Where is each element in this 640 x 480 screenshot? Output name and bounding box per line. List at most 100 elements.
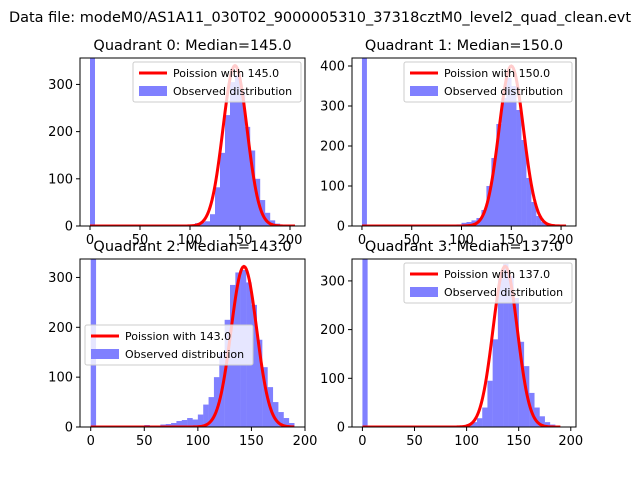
- axes-frame: [351, 57, 577, 227]
- x-tick-label: 150: [228, 233, 253, 248]
- legend: Poission with 145.0 Observed distribution: [132, 61, 302, 103]
- histogram-bar: [197, 414, 204, 427]
- legend-box: [403, 61, 573, 103]
- histogram-bar: [492, 339, 499, 427]
- legend-box: [403, 262, 573, 304]
- legend-observed-swatch: [91, 349, 119, 359]
- plot-area: [90, 58, 295, 226]
- x-tick-label: 50: [136, 434, 153, 449]
- x-tick-label: 50: [403, 233, 420, 248]
- legend-box: [132, 61, 302, 103]
- histogram-bar: [503, 263, 509, 427]
- x-tick-label: 50: [406, 434, 423, 449]
- y-tick-label: 100: [320, 372, 345, 387]
- y-tick-label: 100: [48, 172, 73, 187]
- legend: Poission with 137.0 Observed distribution: [403, 262, 573, 304]
- histogram-bar: [213, 377, 220, 427]
- histogram-bar: [203, 404, 209, 427]
- x-tick-label: 100: [185, 434, 210, 449]
- x-tick-label: 100: [178, 233, 203, 248]
- histogram-bar: [171, 423, 177, 427]
- legend-observed-label: Observed distribution: [125, 348, 244, 361]
- histogram-bar: [187, 418, 193, 427]
- histogram-bar: [230, 82, 236, 226]
- histogram-bar: [225, 115, 231, 226]
- histogram-bar: [518, 341, 525, 427]
- histogram-bar: [471, 422, 478, 427]
- subplot-quadrant-2: 0 50 100 150 200 0 100 200 300 Quadrant 2: Median…: [48, 239, 317, 449]
- y-tick-label: 300: [48, 78, 73, 93]
- x-tick-label: 0: [358, 233, 366, 248]
- histogram-bar: [176, 421, 182, 427]
- histogram-bar: [534, 407, 540, 427]
- histogram-bar: [245, 126, 251, 226]
- histogram-bar: [482, 407, 488, 427]
- histogram-bar: [496, 124, 502, 226]
- histogram-bar: [466, 222, 472, 226]
- x-tick-label: 0: [87, 434, 95, 449]
- subplot-quadrant-1: 0 50 100 150 200 0 100 200 300 400 Quadrant 1: Med…: [320, 38, 577, 248]
- histogram-bar: [501, 98, 507, 226]
- legend-fit-label: Poission with 143.0: [125, 330, 231, 343]
- legend-observed-swatch: [410, 86, 438, 96]
- axes-frame: [79, 57, 306, 227]
- y-tick-label: 200: [320, 323, 345, 338]
- legend-fit-label: Poission with 145.0: [173, 67, 279, 80]
- histogram-bar: [278, 412, 284, 427]
- histogram-bar: [513, 297, 519, 427]
- x-tick-label: 200: [558, 434, 583, 449]
- histogram-bar: [270, 220, 276, 226]
- y-tick-label: 200: [48, 125, 73, 140]
- x-tick-label: 0: [358, 434, 366, 449]
- y-tick-label: 0: [65, 421, 73, 436]
- histogram-bar: [181, 420, 188, 427]
- histogram-bar: [531, 202, 537, 226]
- y-tick-label: 0: [337, 421, 345, 436]
- histogram-bar: [283, 418, 290, 427]
- subplot-title: Quadrant 0: Median=145.0: [93, 38, 291, 54]
- histogram-bar: [461, 222, 467, 226]
- histogram-bar: [215, 187, 221, 226]
- x-tick-label: 150: [499, 233, 524, 248]
- y-tick-label: 100: [320, 180, 345, 195]
- histogram-bar: [208, 397, 215, 427]
- histogram-bar: [205, 221, 211, 226]
- histogram-bar: [265, 212, 271, 226]
- legend-observed-label: Observed distribution: [444, 85, 563, 98]
- legend-fit-label: Poission with 137.0: [444, 268, 550, 281]
- histogram-bar: [511, 86, 517, 226]
- y-tick-label: 300: [320, 274, 345, 289]
- x-tick-label: 200: [293, 434, 318, 449]
- histogram-bar: [526, 178, 532, 226]
- x-tick-label: 0: [86, 233, 94, 248]
- histogram-bar: [192, 419, 199, 427]
- x-tick-label: 100: [449, 233, 474, 248]
- y-tick-label: 300: [48, 271, 73, 286]
- histogram-bar: [521, 140, 527, 226]
- histogram-bar: [487, 380, 493, 427]
- y-tick-label: 300: [320, 100, 345, 115]
- subplot-title: Quadrant 1: Median=150.0: [365, 38, 563, 54]
- legend-observed-swatch: [139, 86, 167, 96]
- x-tick-label: 150: [506, 434, 531, 449]
- histogram-bar: [200, 222, 206, 226]
- x-tick-label: 200: [278, 233, 303, 248]
- axes-frame: [79, 258, 306, 428]
- histogram-bar: [481, 210, 487, 226]
- histogram-bar: [235, 74, 241, 226]
- histogram-bar: [541, 222, 547, 226]
- x-tick-label: 150: [239, 434, 264, 449]
- histogram-bar: [224, 319, 231, 427]
- figure-title: Data file: modeM0/AS1A11_030T02_90000053…: [9, 10, 631, 26]
- histogram-bar: [486, 186, 492, 226]
- histogram-bar: [491, 158, 497, 226]
- histogram-bar: [220, 152, 226, 226]
- y-tick-label: 200: [48, 321, 73, 336]
- histogram-bar: [256, 339, 263, 427]
- histogram-bar: [362, 259, 368, 427]
- histogram-bar: [508, 276, 514, 427]
- histogram-bar: [288, 423, 295, 427]
- subplot-title: Quadrant 3: Median=137.0: [365, 239, 563, 255]
- histogram-bar: [250, 150, 256, 226]
